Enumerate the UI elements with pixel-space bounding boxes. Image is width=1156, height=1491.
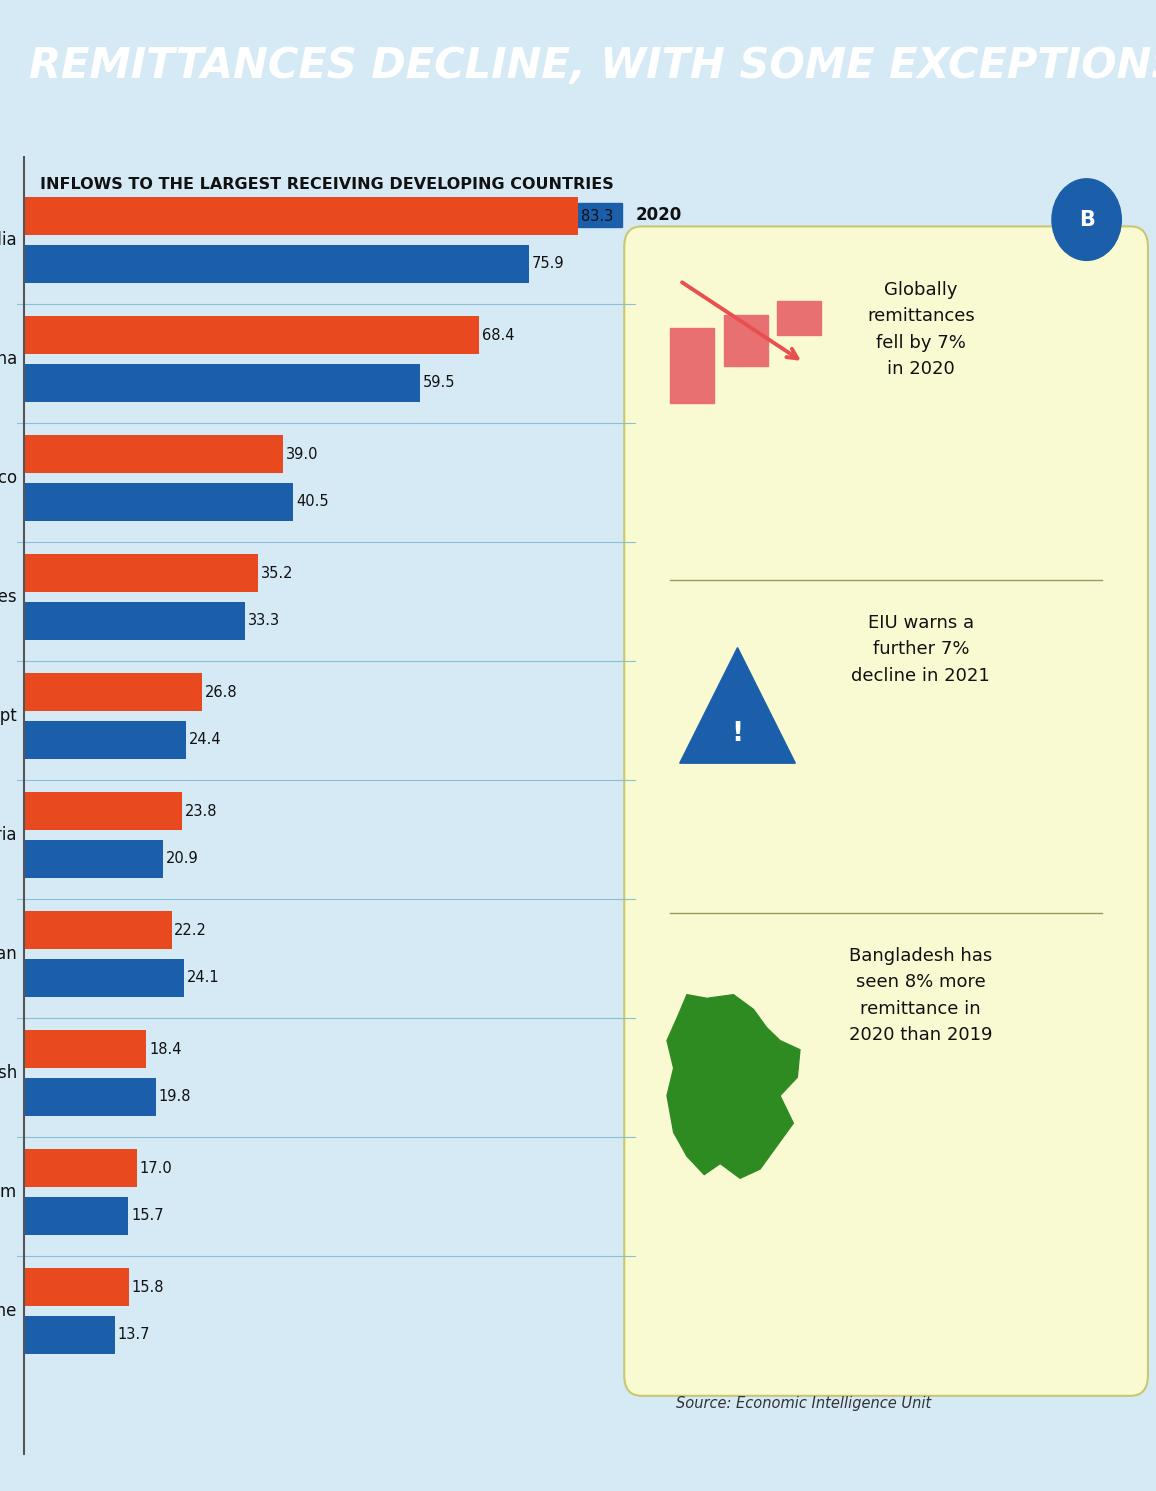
Text: Mexico: Mexico (0, 468, 17, 488)
Bar (24, 1197, 128, 1235)
Text: 20.9: 20.9 (165, 851, 199, 866)
Bar (24, 1078, 156, 1115)
Text: India: India (0, 231, 17, 249)
Bar (24, 1150, 138, 1187)
Text: 68.4: 68.4 (482, 328, 514, 343)
Bar (24, 364, 420, 401)
Bar (24, 435, 283, 473)
Text: 2020: 2020 (636, 206, 682, 224)
Text: Bangladesh: Bangladesh (0, 1065, 17, 1082)
Bar (24, 316, 479, 353)
Text: Philippines: Philippines (0, 587, 17, 605)
Bar (24, 483, 294, 520)
Bar (670, 328, 714, 403)
Polygon shape (680, 647, 795, 763)
Text: 22.2: 22.2 (175, 923, 207, 938)
FancyBboxPatch shape (624, 227, 1148, 1396)
Text: Egypt: Egypt (0, 707, 17, 725)
Bar (24, 197, 578, 236)
Text: 23.8: 23.8 (185, 804, 217, 819)
Text: 33.3: 33.3 (249, 613, 280, 628)
Text: !: ! (732, 720, 743, 747)
Text: REMITTANCES DECLINE, WITH SOME EXCEPTIONS: REMITTANCES DECLINE, WITH SOME EXCEPTION… (29, 45, 1156, 86)
Bar (24, 1030, 147, 1068)
Text: 24.4: 24.4 (188, 732, 222, 747)
Polygon shape (667, 994, 800, 1178)
Text: Vietnam: Vietnam (0, 1182, 17, 1200)
Text: 83.3: 83.3 (580, 209, 613, 224)
Text: 59.5: 59.5 (422, 376, 454, 391)
Text: Pakistan: Pakistan (0, 945, 17, 963)
Bar (24, 792, 183, 830)
Text: 2019: 2019 (497, 206, 543, 224)
Bar (24, 720, 186, 759)
Circle shape (1052, 179, 1121, 261)
Bar (24, 1267, 129, 1306)
Bar (24, 672, 202, 711)
Bar (24, 245, 528, 283)
Bar (777, 301, 821, 335)
Text: 26.8: 26.8 (205, 684, 237, 699)
Text: 18.4: 18.4 (149, 1042, 181, 1057)
Text: 19.8: 19.8 (158, 1090, 191, 1105)
Text: 15.8: 15.8 (132, 1279, 164, 1294)
Text: 75.9: 75.9 (532, 256, 564, 271)
Text: INFLOWS TO THE LARGEST RECEIVING DEVELOPING COUNTRIES: INFLOWS TO THE LARGEST RECEIVING DEVELOP… (40, 177, 614, 192)
Text: (IN BILLION USD): (IN BILLION USD) (40, 204, 222, 224)
Text: Bangladesh has
seen 8% more
remittance in
2020 than 2019: Bangladesh has seen 8% more remittance i… (849, 947, 993, 1044)
Text: 15.7: 15.7 (131, 1208, 164, 1223)
Text: 35.2: 35.2 (261, 565, 294, 580)
Bar (24, 911, 171, 950)
Text: Source: Economic Intelligence Unit: Source: Economic Intelligence Unit (676, 1396, 932, 1410)
Text: Nigeria: Nigeria (0, 826, 17, 844)
Text: 24.1: 24.1 (187, 971, 220, 986)
Text: Ukraine: Ukraine (0, 1302, 17, 1320)
Bar (578, 203, 622, 227)
Text: EIU warns a
further 7%
decline in 2021: EIU warns a further 7% decline in 2021 (851, 614, 991, 684)
Bar (24, 602, 245, 640)
Bar (24, 959, 184, 997)
Text: B: B (1079, 210, 1095, 230)
Bar (439, 203, 483, 227)
Text: 17.0: 17.0 (140, 1160, 172, 1175)
Text: 39.0: 39.0 (286, 447, 319, 462)
Text: 40.5: 40.5 (296, 494, 328, 508)
Text: China: China (0, 350, 17, 368)
Bar (24, 839, 163, 878)
Bar (24, 555, 258, 592)
Text: 13.7: 13.7 (118, 1327, 150, 1342)
Bar (724, 315, 768, 367)
Bar (24, 1315, 116, 1354)
Text: Globally
remittances
fell by 7%
in 2020: Globally remittances fell by 7% in 2020 (867, 280, 975, 379)
FancyArrowPatch shape (682, 282, 798, 358)
